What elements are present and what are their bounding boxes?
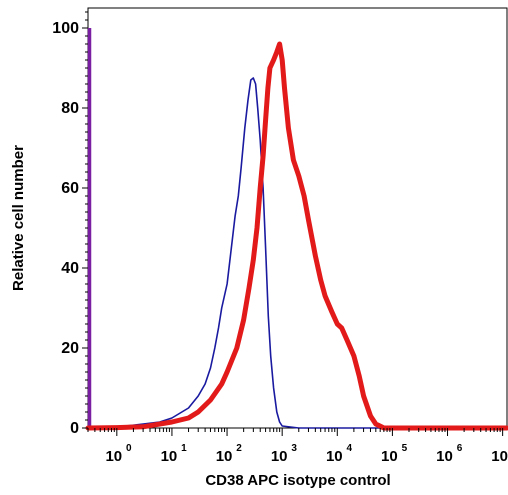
histogram-series-1 bbox=[87, 77, 508, 429]
x-tick-label: 10 bbox=[161, 448, 178, 465]
x-tick-label: 10 bbox=[436, 448, 453, 465]
x-tick-label: 10 bbox=[326, 448, 343, 465]
x-axis-title: CD38 APC isotype control bbox=[205, 472, 390, 489]
y-tick-label: 100 bbox=[52, 20, 79, 37]
x-tick-exponent: 2 bbox=[236, 443, 242, 454]
y-tick-label: 0 bbox=[70, 420, 79, 437]
y-tick-label: 20 bbox=[61, 340, 79, 357]
y-axis-title: Relative cell number bbox=[10, 145, 27, 291]
y-tick-label: 80 bbox=[61, 100, 79, 117]
x-tick-exponent: 6 bbox=[457, 443, 463, 454]
x-tick-exponent: 1 bbox=[181, 443, 187, 454]
histogram-series-2 bbox=[85, 41, 508, 431]
x-tick-label: 10 bbox=[105, 448, 122, 465]
x-tick-label: 10 bbox=[491, 448, 508, 465]
y-tick-label: 40 bbox=[61, 260, 79, 277]
x-tick-exponent: 0 bbox=[126, 443, 132, 454]
plot-frame bbox=[87, 7, 508, 429]
x-tick-exponent: 4 bbox=[347, 443, 353, 454]
y-tick-label: 60 bbox=[61, 180, 79, 197]
x-tick-label: 10 bbox=[381, 448, 398, 465]
x-tick-exponent: 3 bbox=[291, 443, 297, 454]
x-tick-label: 10 bbox=[271, 448, 288, 465]
x-tick-label: 10 bbox=[216, 448, 233, 465]
x-tick-exponent: 5 bbox=[402, 443, 408, 454]
